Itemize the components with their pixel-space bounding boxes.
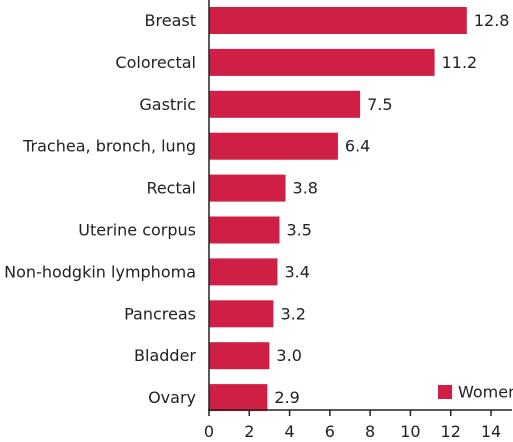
- x-tick-label-12: 12: [441, 422, 461, 441]
- x-axis-ticks: 0 2 4 6 8 10 12 14: [204, 410, 501, 441]
- x-tick-label-8: 8: [365, 422, 375, 441]
- bar-pancreas: [209, 300, 274, 328]
- bar-bladder: [209, 342, 270, 370]
- bar-non-hodgkin-lymphoma: [209, 258, 278, 286]
- bar-ovary: [209, 384, 268, 412]
- x-tick-label-6: 6: [325, 422, 335, 441]
- bar-colorectal: [209, 48, 435, 76]
- legend-swatch: [438, 385, 452, 399]
- value-label-trachea-bronch-lung: 6.4: [345, 137, 370, 156]
- value-label-pancreas: 3.2: [280, 304, 305, 323]
- category-label-breast: Breast: [145, 11, 196, 30]
- category-label-uterine-corpus: Uterine corpus: [78, 221, 196, 240]
- x-tick-label-14: 14: [481, 422, 501, 441]
- value-label-non-hodgkin-lymphoma: 3.4: [284, 262, 309, 281]
- value-label-rectal: 3.8: [293, 179, 318, 198]
- value-label-colorectal: 11.2: [442, 53, 478, 72]
- category-label-colorectal: Colorectal: [115, 53, 196, 72]
- value-label-gastric: 7.5: [367, 95, 392, 114]
- category-label-trachea-bronch-lung: Trachea, bronch, lung: [22, 137, 196, 156]
- category-label-pancreas: Pancreas: [124, 304, 196, 323]
- bar-trachea-bronch-lung: [209, 132, 338, 160]
- legend-label: Women: [458, 383, 513, 402]
- value-label-uterine-corpus: 3.5: [287, 221, 312, 240]
- bar-rectal: [209, 174, 286, 202]
- category-labels: Breast Colorectal Gastric Trachea, bronch, …: [4, 11, 196, 407]
- category-label-gastric: Gastric: [139, 95, 196, 114]
- category-label-bladder: Bladder: [134, 346, 196, 365]
- x-tick-label-10: 10: [400, 422, 420, 441]
- bar-gastric: [209, 90, 361, 118]
- category-label-non-hodgkin-lymphoma: Non-hodgkin lymphoma: [4, 262, 196, 281]
- x-tick-label-4: 4: [284, 422, 294, 441]
- bars-group: [209, 7, 467, 412]
- x-tick-label-2: 2: [244, 422, 254, 441]
- value-label-ovary: 2.9: [274, 388, 299, 407]
- value-labels: 12.8 11.2 7.5 6.4 3.8 3.5 3.4 3.2 3.0 2.9: [274, 11, 509, 407]
- value-label-bladder: 3.0: [276, 346, 301, 365]
- category-label-rectal: Rectal: [146, 179, 196, 198]
- bar-uterine-corpus: [209, 216, 280, 244]
- bar-breast: [209, 7, 467, 34]
- x-tick-label-0: 0: [204, 422, 214, 441]
- category-label-ovary: Ovary: [148, 388, 196, 407]
- legend: Women: [438, 383, 513, 402]
- value-label-breast: 12.8: [474, 11, 510, 30]
